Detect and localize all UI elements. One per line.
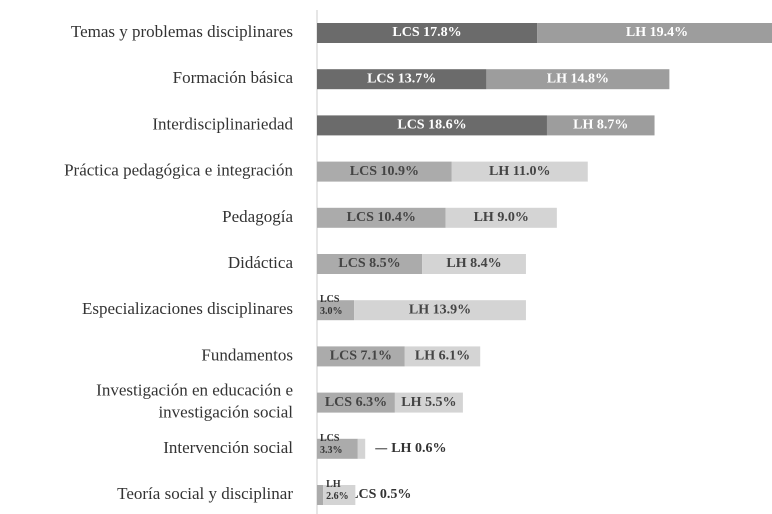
value-label: LH 13.9%	[409, 302, 471, 317]
value-label: LCS 10.9%	[350, 164, 419, 179]
category-label: Especializaciones disciplinares	[82, 299, 293, 318]
value-label: LH 11.0%	[489, 164, 550, 179]
bar-segment	[486, 69, 670, 90]
bar-segment	[317, 392, 395, 413]
value-label: LH 19.4%	[626, 25, 688, 40]
category-label: Pedagogía	[222, 207, 293, 226]
bar-segment	[354, 300, 526, 321]
value-label: LCS 6.3%	[325, 395, 387, 410]
bar-segment	[317, 23, 538, 43]
category-label: Temas y problemas disciplinares	[71, 22, 293, 41]
value-label: LCS 8.5%	[338, 256, 400, 271]
category-label: Teoría social y disciplinar	[117, 484, 293, 503]
bar-segment	[317, 438, 358, 459]
value-label: LH 8.4%	[446, 256, 501, 271]
bar-segment	[317, 346, 405, 367]
bar-segment	[317, 115, 547, 136]
category-label: Didáctica	[228, 253, 294, 272]
value-label: LH 6.1%	[415, 349, 470, 364]
value-label: LCS 13.7%	[367, 71, 436, 86]
value-label: LCS 7.1%	[330, 349, 392, 364]
value-label: LCS 18.6%	[397, 118, 466, 133]
bar-segment	[537, 23, 772, 43]
bar-segment	[317, 207, 446, 228]
value-label: LCS 3.0%	[320, 294, 343, 317]
value-label: LCS 10.4%	[347, 210, 416, 225]
bar-segment	[445, 207, 557, 228]
bar-segment	[394, 392, 463, 413]
value-label: LCS 3.3%	[320, 433, 343, 456]
category-label: Fundamentos	[201, 345, 293, 364]
value-label: LCS 17.8%	[392, 25, 461, 40]
value-label: LH 5.5%	[401, 395, 456, 410]
value-label: LH 14.8%	[547, 71, 609, 86]
bar-segment	[323, 485, 356, 505]
category-label: Interdisciplinariedad	[152, 114, 293, 133]
bar-segment	[546, 115, 655, 136]
bar-segment	[404, 346, 481, 367]
bar-segment	[451, 161, 588, 182]
bar-segment	[357, 438, 366, 459]
value-label: LH 0.6%	[391, 441, 446, 456]
bar-segment	[422, 254, 526, 274]
category-label: Formación básica	[173, 68, 294, 87]
bar-segment	[317, 485, 324, 505]
category-label: Intervención social	[163, 438, 293, 457]
value-label: LH 2.6%	[326, 479, 349, 502]
value-label: LCS 0.5%	[349, 487, 411, 502]
value-label: LH 9.0%	[474, 210, 529, 225]
bar-segment	[317, 69, 487, 90]
value-label: LH 8.7%	[573, 118, 628, 133]
bar-segment	[317, 161, 452, 182]
category-label: Práctica pedagógica e integración	[64, 161, 293, 180]
bar-segment	[317, 254, 423, 274]
bar-segment	[317, 300, 355, 321]
category-label: Investigación en educación e investigació…	[96, 381, 293, 422]
